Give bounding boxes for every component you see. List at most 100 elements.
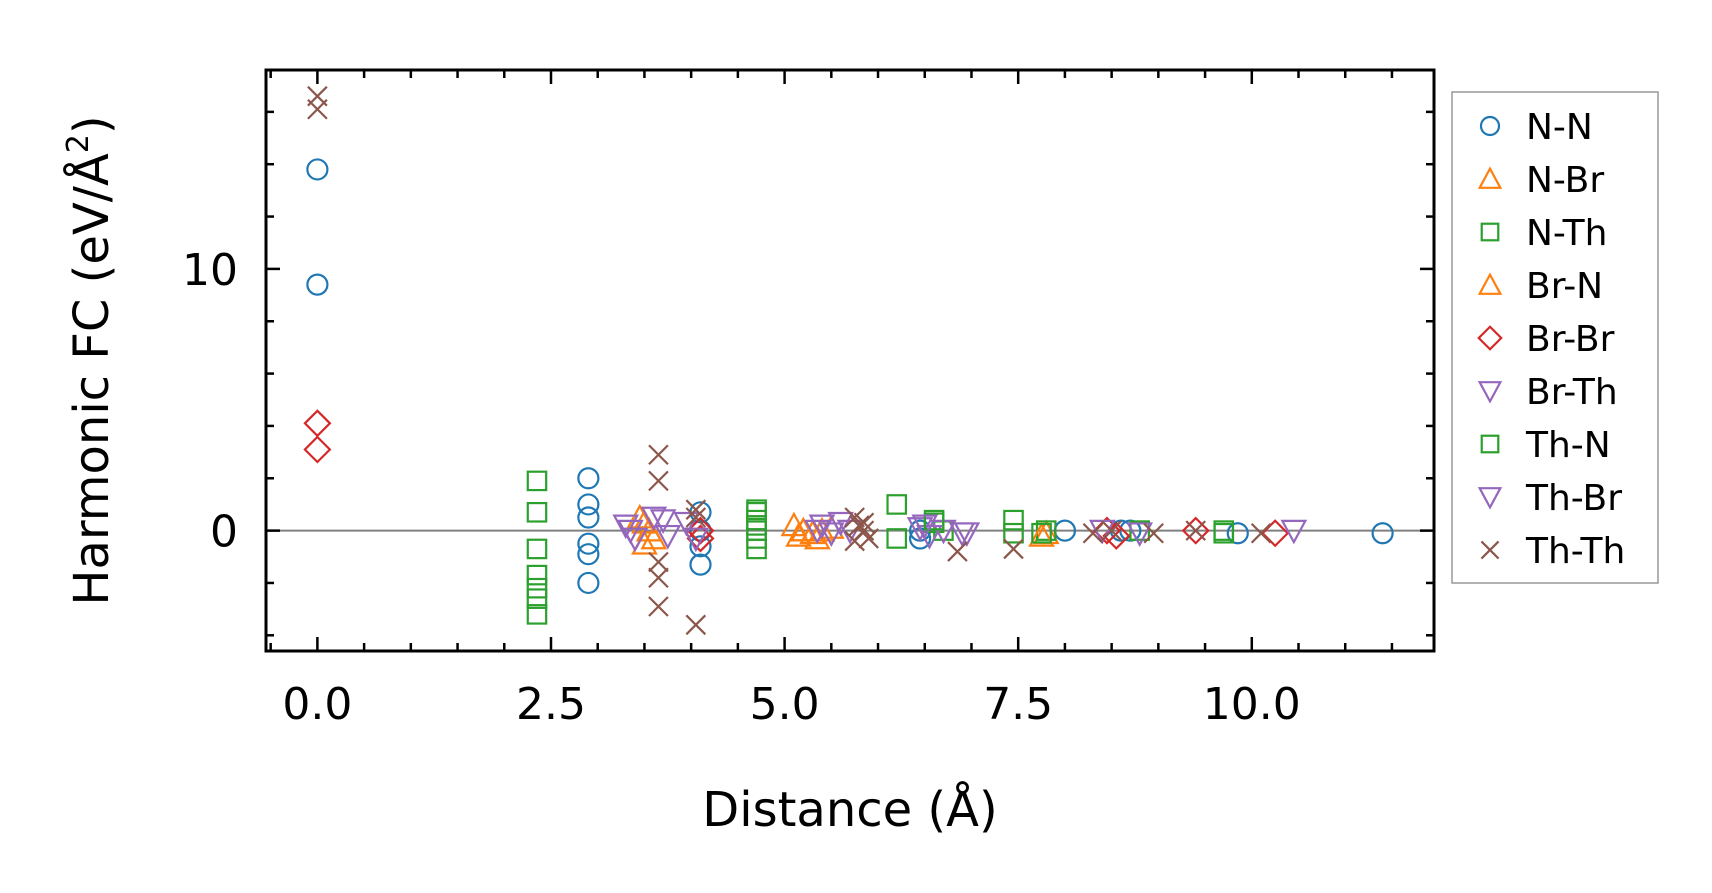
x-tick-label: 2.5: [516, 679, 586, 730]
legend-label: N-N: [1526, 107, 1593, 148]
series-th-th: [307, 85, 1272, 636]
data-point: [746, 499, 767, 520]
data-point: [682, 527, 710, 553]
legend-label: Br-Br: [1526, 319, 1615, 360]
legend-label: N-Br: [1526, 160, 1604, 201]
data-point: [689, 535, 712, 558]
data-point: [746, 528, 767, 549]
data-point: [953, 522, 981, 548]
legend-entry: N-N: [1479, 107, 1593, 148]
data-point: [648, 551, 669, 573]
y-axis-label-main: Harmonic FC (eV/Å: [63, 153, 120, 606]
data-point: [1213, 520, 1235, 541]
data-point: [1280, 519, 1308, 545]
axis-ticks: [266, 70, 1434, 651]
data-point: [1226, 522, 1249, 545]
data-point: [853, 512, 875, 534]
legend-label: Br-Th: [1526, 372, 1618, 413]
y-axis-label: Harmonic FC (eV/Å2): [61, 115, 120, 605]
series-th-br: [640, 506, 1308, 553]
legend-marker: [1477, 487, 1503, 510]
legend-label: Th-Br: [1525, 478, 1622, 519]
legend-label: Th-Th: [1525, 531, 1625, 572]
data-point: [303, 435, 332, 464]
data-point: [577, 506, 600, 529]
legend-label: Th-N: [1525, 425, 1611, 466]
data-point: [923, 509, 945, 531]
data-point: [526, 470, 548, 492]
legend-marker: [1479, 115, 1501, 137]
data-point: [1088, 519, 1116, 545]
data-point: [1003, 509, 1024, 531]
data-point: [640, 524, 668, 550]
data-point: [673, 511, 700, 537]
legend-marker: [1477, 381, 1503, 404]
data-point: [1143, 522, 1164, 544]
data-point: [526, 501, 548, 523]
y-tick-label: 10: [182, 245, 238, 296]
data-point: [746, 509, 767, 531]
data-point: [817, 522, 845, 548]
data-point: [808, 516, 836, 542]
legend-entries: N-N N-Br N-Th Br-N Br-Br Br-Th Th-N Th-Br Th-Th: [1477, 107, 1625, 572]
data-point: [1101, 520, 1122, 541]
data-point: [648, 444, 669, 465]
data-point: [685, 499, 707, 520]
data-point: [886, 494, 908, 515]
legend-marker: [1480, 540, 1500, 560]
data-point: [648, 596, 669, 617]
legend-label: N-Th: [1526, 213, 1607, 254]
data-point: [526, 564, 548, 586]
data-point: [858, 528, 879, 549]
x-tick-label: 10.0: [1203, 679, 1301, 730]
data-point: [577, 571, 600, 595]
data-point: [1028, 522, 1055, 547]
y-axis-label-superscript: 2: [61, 134, 96, 153]
y-tick-label: 0: [210, 507, 238, 558]
axis-tick-labels: 0.0 2.5 5.0 7.5 10.0 0 10: [182, 245, 1301, 730]
data-point: [844, 530, 865, 552]
data-point: [685, 507, 707, 528]
data-point: [612, 514, 640, 540]
legend-marker: [1480, 222, 1500, 242]
y-axis-label-close: ): [64, 115, 120, 134]
data-point: [526, 604, 548, 625]
data-point: [808, 514, 836, 540]
legend-entry: N-Br: [1477, 160, 1604, 201]
data-point: [911, 514, 939, 540]
data-point: [1126, 522, 1154, 548]
data-point: [886, 528, 908, 549]
data-point: [947, 541, 968, 562]
data-point: [1003, 538, 1024, 560]
data-point: [746, 515, 767, 536]
data-point: [1185, 520, 1207, 541]
data-point: [526, 538, 548, 560]
legend-entry: Th-N: [1480, 425, 1611, 466]
series-n-n: [306, 158, 1394, 595]
x-tick-label: 7.5: [983, 679, 1053, 730]
data-point: [803, 519, 831, 545]
legend-entry: N-Th: [1480, 213, 1607, 254]
data-point: [685, 614, 707, 636]
data-point: [640, 506, 668, 532]
legend-label: Br-N: [1526, 266, 1603, 307]
series-th-n: [746, 499, 1235, 544]
data-point: [621, 527, 649, 553]
data-point: [1371, 522, 1394, 545]
data-point: [1082, 522, 1104, 544]
data-point: [577, 493, 600, 516]
data-point: [654, 524, 682, 550]
legend-entry: Th-Br: [1477, 478, 1622, 519]
data-point: [1031, 522, 1052, 544]
legend: N-N N-Br N-Th Br-N Br-Br Br-Th Th-N Th-Br Th-Th: [1451, 91, 1659, 584]
data-point: [746, 538, 767, 560]
x-axis-label: Distance (Å): [702, 781, 997, 838]
data-point: [1181, 516, 1210, 545]
data-point: [303, 409, 332, 438]
data-point: [307, 98, 328, 120]
data-point: [689, 553, 712, 576]
series-br-th: [612, 509, 1154, 553]
data-point: [577, 532, 600, 555]
legend-marker: [1480, 434, 1500, 454]
